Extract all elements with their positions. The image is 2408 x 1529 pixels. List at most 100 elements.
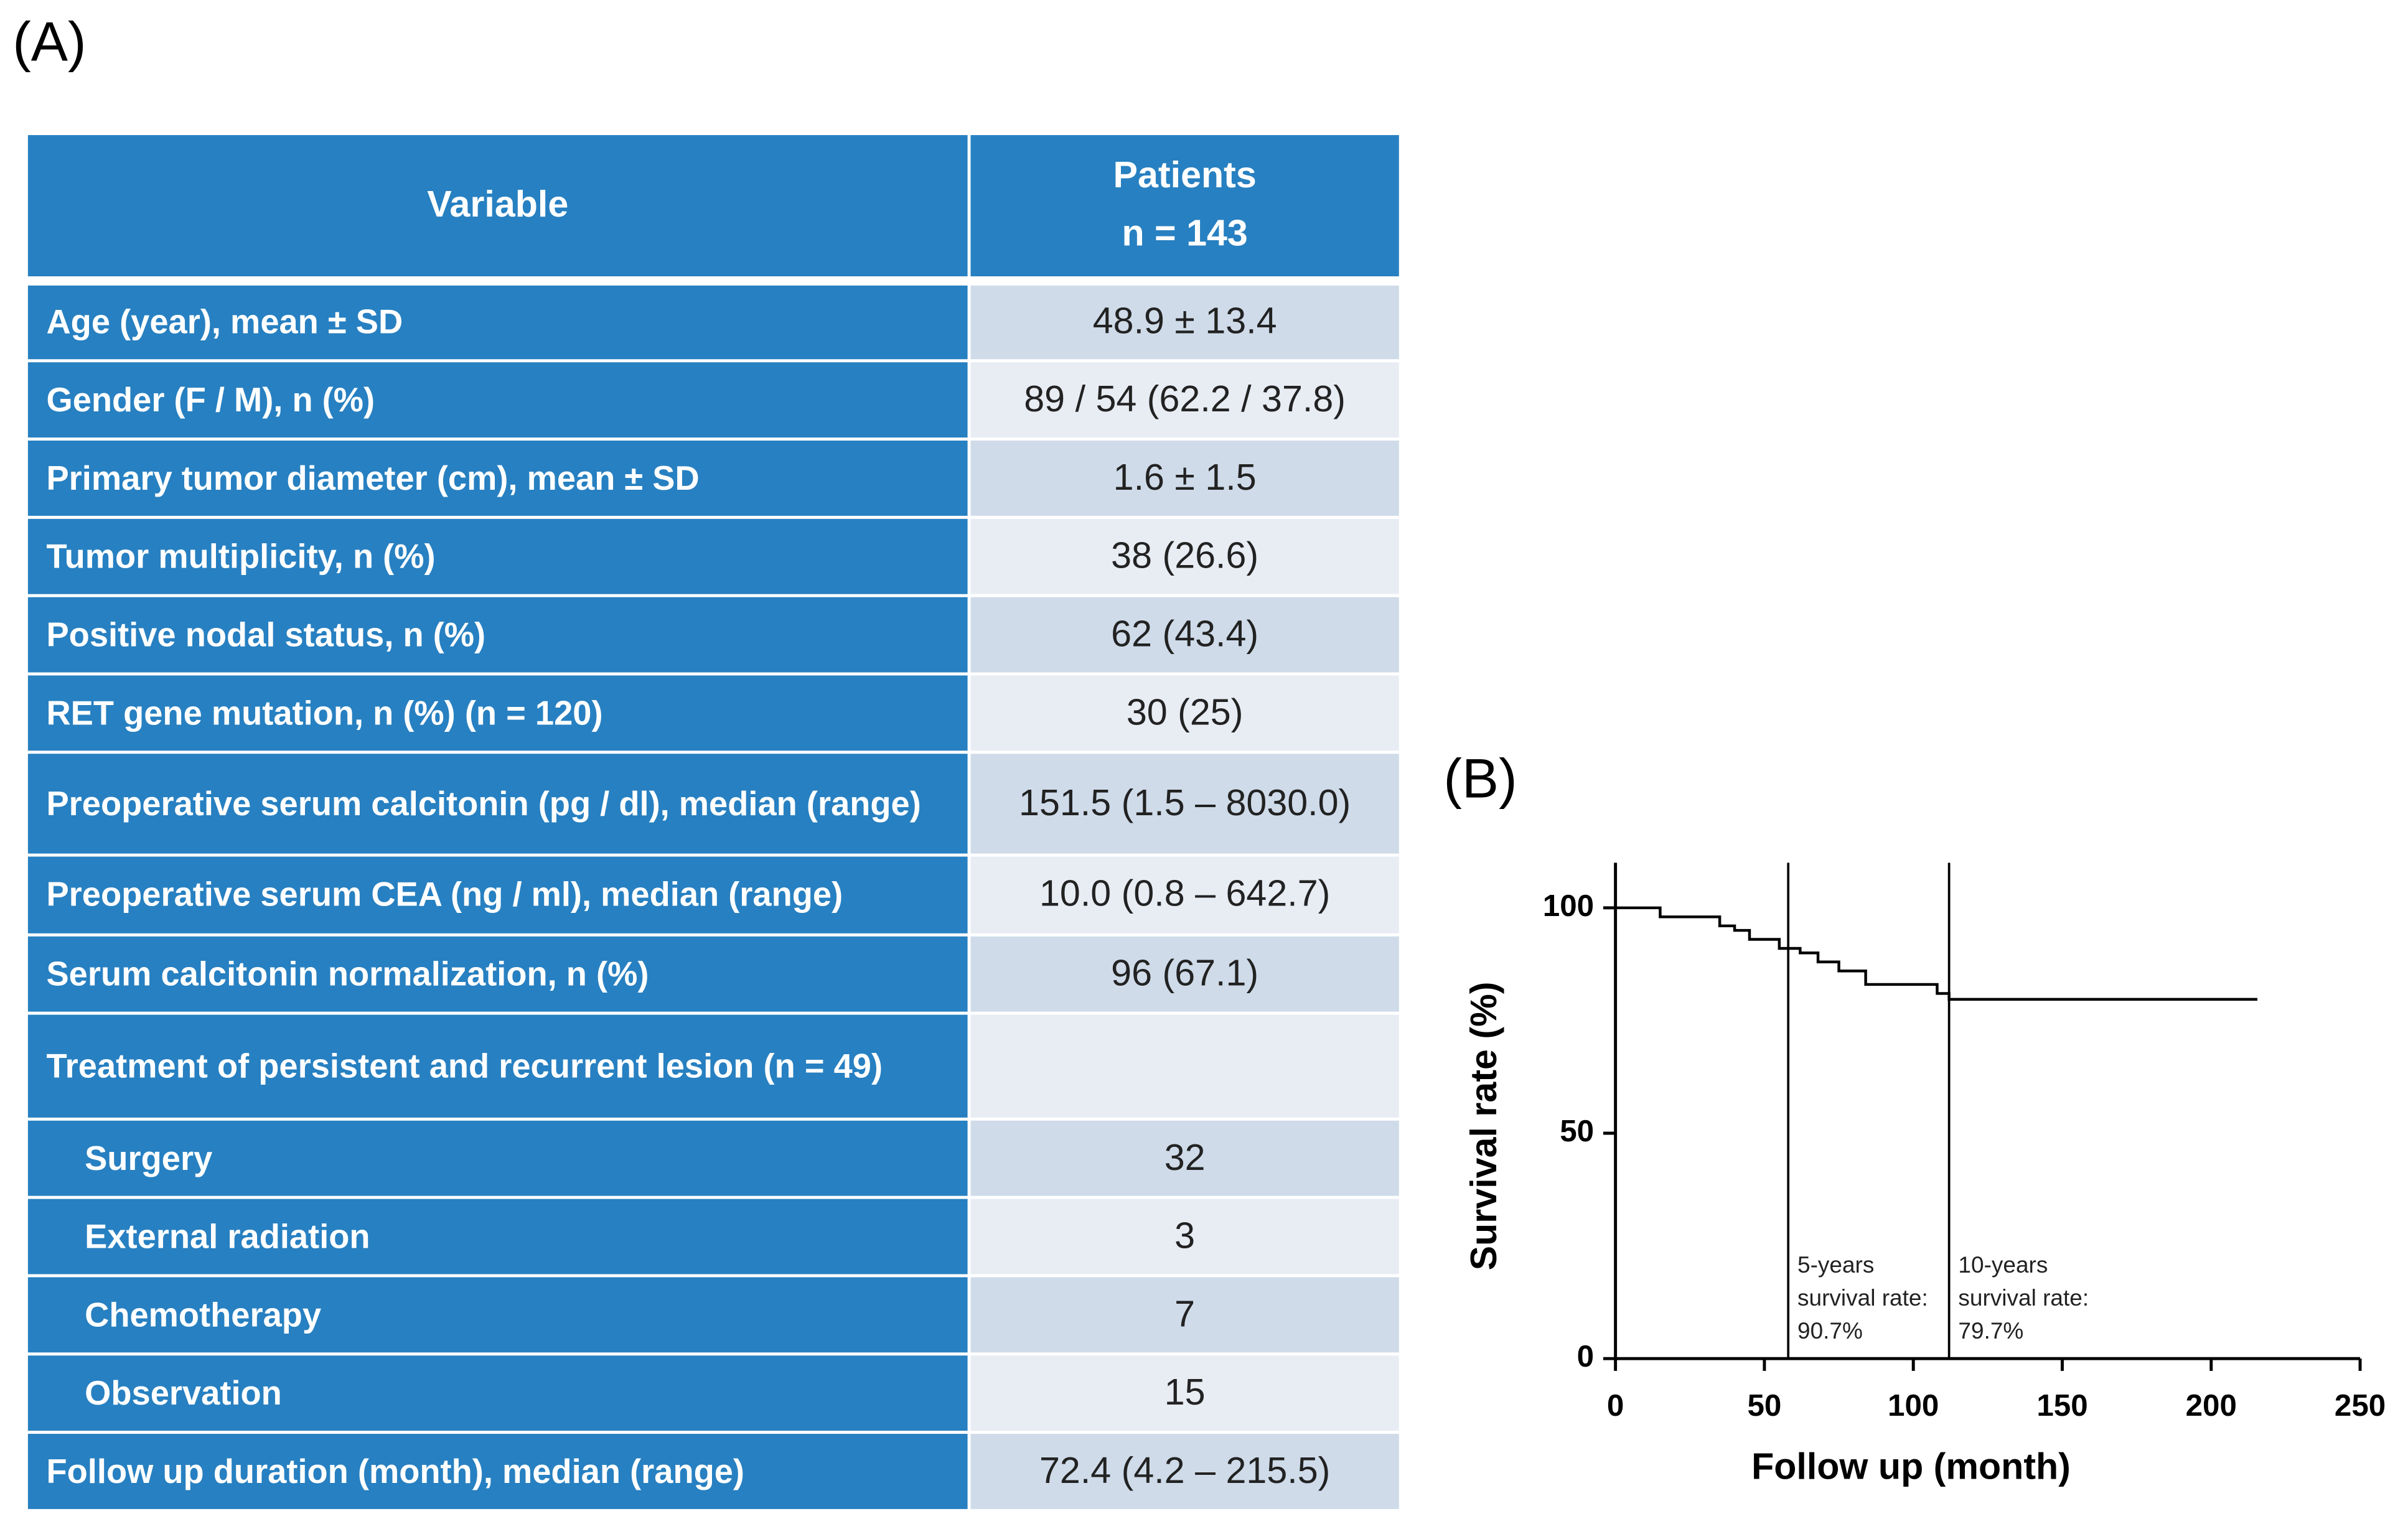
row-value-cell: [970, 518, 1399, 594]
row-value: 3: [1174, 1215, 1196, 1257]
row-value: 7: [1174, 1293, 1196, 1335]
row-label-cell: [27, 285, 968, 360]
row-label: Follow up duration (month), median (rang…: [46, 1452, 745, 1490]
row-value-cell: [970, 1277, 1399, 1353]
cell: RET gene mutation, n (%) (n = 120): [46, 693, 603, 732]
x-tick-label: 150: [2036, 1388, 2087, 1423]
row-value-cell: [970, 597, 1399, 673]
annotation: 5-years: [1797, 1252, 1874, 1278]
row-label: Preoperative serum CEA (ng / ml), median…: [46, 875, 843, 914]
y-axis-label: Survival rate (%): [1463, 982, 1504, 1271]
header-cell: Patients n = 143: [971, 135, 1399, 276]
row-label: Positive nodal status, n (%): [46, 615, 486, 654]
cell: 89 / 54 (62.2 / 37.8): [1024, 378, 1346, 420]
row-value: 72.4 (4.2 – 215.5): [1039, 1449, 1331, 1492]
row-label-cell: [27, 1014, 968, 1118]
cell: 30 (25): [1126, 691, 1244, 733]
row-value: 15: [1164, 1372, 1206, 1413]
row-value: 32: [1164, 1136, 1206, 1179]
x-tick-label: 50: [1747, 1388, 1781, 1423]
row-value: 89 / 54 (62.2 / 37.8): [1024, 378, 1346, 420]
row-label-cell: [27, 856, 968, 933]
annotation: 79.7%: [1958, 1318, 2023, 1344]
row-label: Age (year), mean ± SD: [46, 302, 403, 342]
header-cell: [970, 135, 1399, 277]
x-tick-label: 100: [1888, 1388, 1939, 1423]
row-label-cell: [27, 1277, 968, 1353]
cell: 15: [1164, 1372, 1206, 1413]
row-label: Tumor multiplicity, n (%): [46, 536, 436, 576]
cell: Tumor multiplicity, n (%): [46, 536, 436, 576]
x-tick-label: 250: [2335, 1388, 2386, 1423]
cell: 1.6 ± 1.5: [1113, 456, 1257, 498]
annotation: 10-years: [1958, 1252, 2048, 1278]
cell: 72.4 (4.2 – 215.5): [1039, 1449, 1331, 1492]
cell: Gender (F / M), n (%): [46, 380, 375, 419]
cell: 151.5 (1.5 – 8030.0): [1019, 782, 1351, 824]
row-value: 151.5 (1.5 – 8030.0): [1019, 782, 1351, 824]
row-label-cell: [27, 597, 968, 673]
survival-curve: [1615, 906, 2257, 1001]
cell: Age (year), mean ± SD: [46, 302, 403, 342]
row-label: Preoperative serum calcitonin (pg / dl),…: [46, 783, 921, 823]
cell: Serum calcitonin normalization, n (%): [46, 955, 649, 993]
cell: 10.0 (0.8 – 642.7): [1039, 873, 1331, 915]
header-cell: [27, 135, 968, 277]
row-label-cell: [27, 936, 968, 1012]
cell: Preoperative serum CEA (ng / ml), median…: [46, 875, 843, 914]
panel-label: (B): [1443, 748, 1517, 810]
x-axis-label: Follow up (month): [1751, 1445, 2071, 1487]
x-tick-label: 0: [1607, 1388, 1624, 1423]
row-value: 30 (25): [1126, 691, 1244, 733]
cell: 7: [1174, 1293, 1196, 1335]
row-value: 38 (26.6): [1111, 535, 1259, 577]
row-label: Gender (F / M), n (%): [46, 380, 375, 419]
row-label-cell: [27, 1434, 968, 1509]
row-label-cell: [27, 362, 968, 438]
cell: Surgery: [85, 1138, 213, 1177]
row-label: Observation: [85, 1373, 282, 1412]
cell: 96 (67.1): [1111, 952, 1259, 994]
annotation: survival rate:: [1797, 1285, 1928, 1311]
cell: 32: [1164, 1136, 1206, 1179]
header-text: Patients: [1113, 155, 1257, 197]
row-label: Primary tumor diameter (cm), mean ± SD: [46, 458, 700, 497]
cell: 38 (26.6): [1111, 535, 1259, 577]
row-value-cell: [970, 856, 1399, 933]
x-tick-label: 200: [2186, 1388, 2237, 1423]
row-value: 1.6 ± 1.5: [1113, 456, 1257, 498]
cell: Treatment of persistent and recurrent le…: [46, 1047, 883, 1085]
row-label: External radiation: [85, 1217, 370, 1256]
chart: 0 50 100 0 50 100 150 200 250 Follow up (month) Su…: [1463, 863, 2386, 1487]
y-tick-label: 50: [1560, 1114, 1594, 1148]
row-label: RET gene mutation, n (%) (n = 120): [46, 693, 603, 732]
cell: Primary tumor diameter (cm), mean ± SD: [46, 458, 700, 497]
row-label-cell: [27, 675, 968, 751]
header-text: n = 143: [1122, 213, 1248, 255]
row-label: Chemotherapy: [85, 1295, 322, 1334]
table: Variable Patients n = 143 Age (year), mean …: [27, 135, 1399, 1509]
row-value-cell: [970, 1434, 1399, 1509]
cell: Variable: [427, 184, 568, 226]
cell: Observation: [85, 1373, 282, 1412]
row-label-cell: [27, 754, 968, 854]
cell: External radiation: [85, 1217, 370, 1256]
row-label-cell: [27, 1120, 968, 1196]
row-value-cell: [970, 362, 1399, 438]
row-value-cell: [970, 936, 1399, 1012]
cell: 3: [1174, 1215, 1196, 1257]
cell: 62 (43.4): [1111, 614, 1258, 655]
row-value: 96 (67.1): [1111, 952, 1259, 994]
cell: Patients n = 143: [971, 135, 1399, 276]
cell: Preoperative serum calcitonin (pg / dl),…: [46, 783, 921, 823]
row-value: 10.0 (0.8 – 642.7): [1039, 873, 1331, 915]
cell: Positive nodal status, n (%): [46, 615, 486, 654]
row-value-cell: [970, 754, 1399, 854]
row-label: Surgery: [85, 1138, 213, 1177]
y-tick-label: 0: [1577, 1339, 1594, 1373]
annotation: survival rate:: [1958, 1285, 2089, 1311]
row-value-cell: [970, 675, 1399, 751]
row-value-cell: [970, 285, 1399, 360]
